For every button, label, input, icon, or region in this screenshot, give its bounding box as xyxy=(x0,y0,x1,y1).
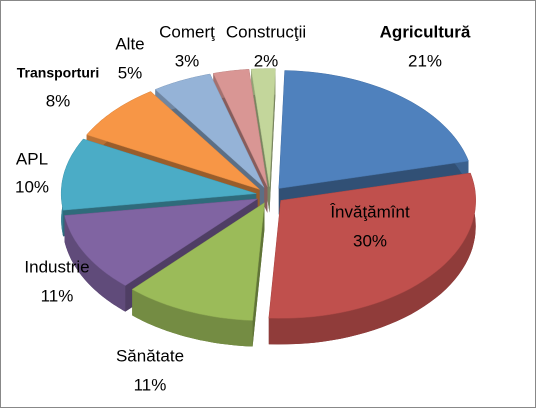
data-label-value: 10% xyxy=(15,177,49,196)
slice-side xyxy=(269,68,276,213)
data-label-value: 30% xyxy=(353,231,387,250)
slice xyxy=(131,202,265,347)
data-label-name: Transporturi xyxy=(17,65,99,81)
data-label-value: 11% xyxy=(134,375,167,394)
slice-top xyxy=(131,202,265,321)
slice-wall xyxy=(64,215,126,312)
slice-top xyxy=(212,69,268,187)
slice-top xyxy=(154,73,265,188)
data-label-name: Comerţ xyxy=(159,22,215,41)
data-label-value: 21% xyxy=(408,51,442,70)
data-label-value: 2% xyxy=(254,51,279,70)
slice-wall xyxy=(132,289,253,347)
slice xyxy=(268,172,476,345)
data-label-name: Agricultură xyxy=(380,22,471,41)
slice-top xyxy=(86,91,260,190)
data-label-name: Alte xyxy=(115,34,144,53)
data-label-value: 8% xyxy=(46,91,71,110)
data-label-name: Construcţii xyxy=(226,22,306,41)
slice-top xyxy=(268,172,476,319)
data-label-value: 3% xyxy=(175,51,200,70)
data-label-name: Învăţămînt xyxy=(329,202,410,221)
slice-top xyxy=(60,138,257,211)
data-label-value: 11% xyxy=(41,286,74,305)
data-label-value: 5% xyxy=(118,63,143,82)
data-label-name: Sănătate xyxy=(116,346,184,365)
slice-wall xyxy=(268,173,476,345)
data-label-name: Industrie xyxy=(24,257,89,276)
slice-top xyxy=(278,70,469,189)
slice-top xyxy=(64,198,258,286)
slice-top xyxy=(250,68,276,187)
data-label-name: APL xyxy=(16,149,48,168)
slice-side xyxy=(252,202,265,347)
